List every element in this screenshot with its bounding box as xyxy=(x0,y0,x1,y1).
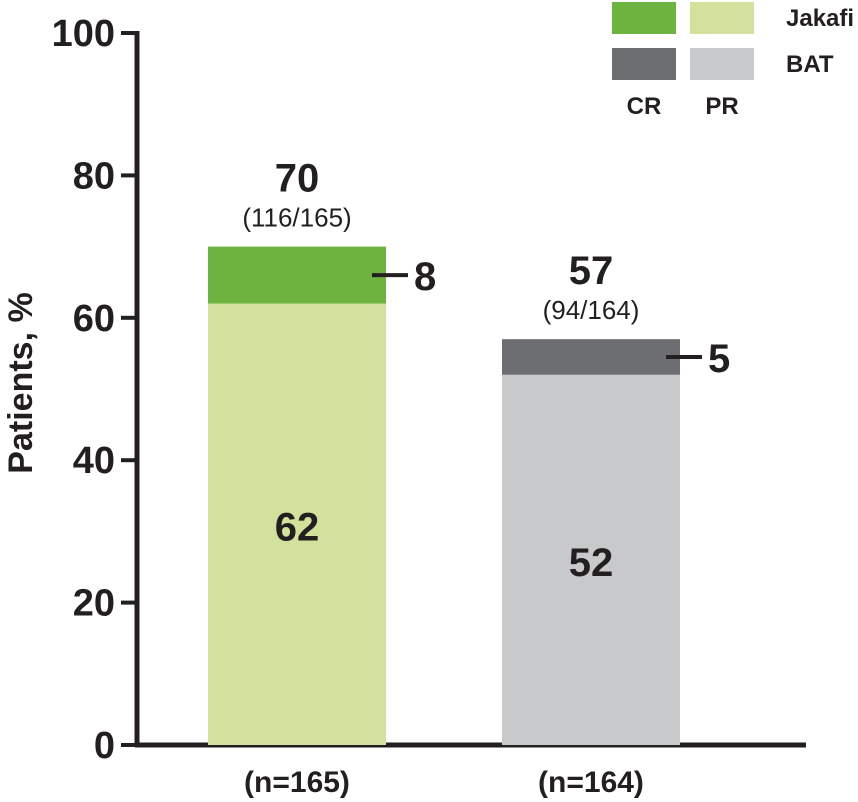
y-tick-label: 20 xyxy=(73,583,115,625)
y-tick-label: 80 xyxy=(73,155,115,197)
bar-fraction-label: (116/165) xyxy=(242,203,351,233)
legend-group-label: BAT xyxy=(786,51,834,78)
bar-fraction-label: (94/164) xyxy=(543,295,640,325)
bars: 62 8 70(116/165) (n=165) 52 5 57(94/164) (n=164… xyxy=(208,157,730,799)
y-tick-label: 0 xyxy=(94,725,115,767)
x-category-label: (n=165) xyxy=(244,766,350,799)
bar-cr-segment xyxy=(502,339,680,375)
legend-group-label: Jakafi xyxy=(786,5,854,32)
legend-swatch-cr xyxy=(612,48,676,80)
x-category-label: (n=164) xyxy=(538,766,644,799)
y-tick-label: 60 xyxy=(73,298,115,340)
bar-pr-segment xyxy=(208,303,386,745)
bar-pr-label: 62 xyxy=(275,505,320,549)
y-tick-label: 100 xyxy=(52,13,115,55)
bar-total-label: 70 xyxy=(275,157,320,201)
axes: 0 20 40 60 80 100 Patients, % xyxy=(2,13,806,767)
bar-cr-label: 8 xyxy=(414,255,436,299)
legend-swatch-pr xyxy=(690,2,754,34)
bar-cr-label: 5 xyxy=(708,337,730,381)
bar-total-label: 57 xyxy=(569,249,614,293)
legend: Jakafi BAT CR PR xyxy=(612,2,854,120)
bar-pr-segment xyxy=(502,374,680,745)
legend-swatch-pr xyxy=(690,48,754,80)
y-axis-title: Patients, % xyxy=(2,292,40,473)
legend-swatch-cr xyxy=(612,2,676,34)
legend-segment-label: PR xyxy=(705,93,738,120)
bar-pr-label: 52 xyxy=(569,541,614,585)
bar-cr-segment xyxy=(208,246,386,304)
y-tick-label: 40 xyxy=(73,440,115,482)
legend-segment-label: CR xyxy=(627,93,662,120)
